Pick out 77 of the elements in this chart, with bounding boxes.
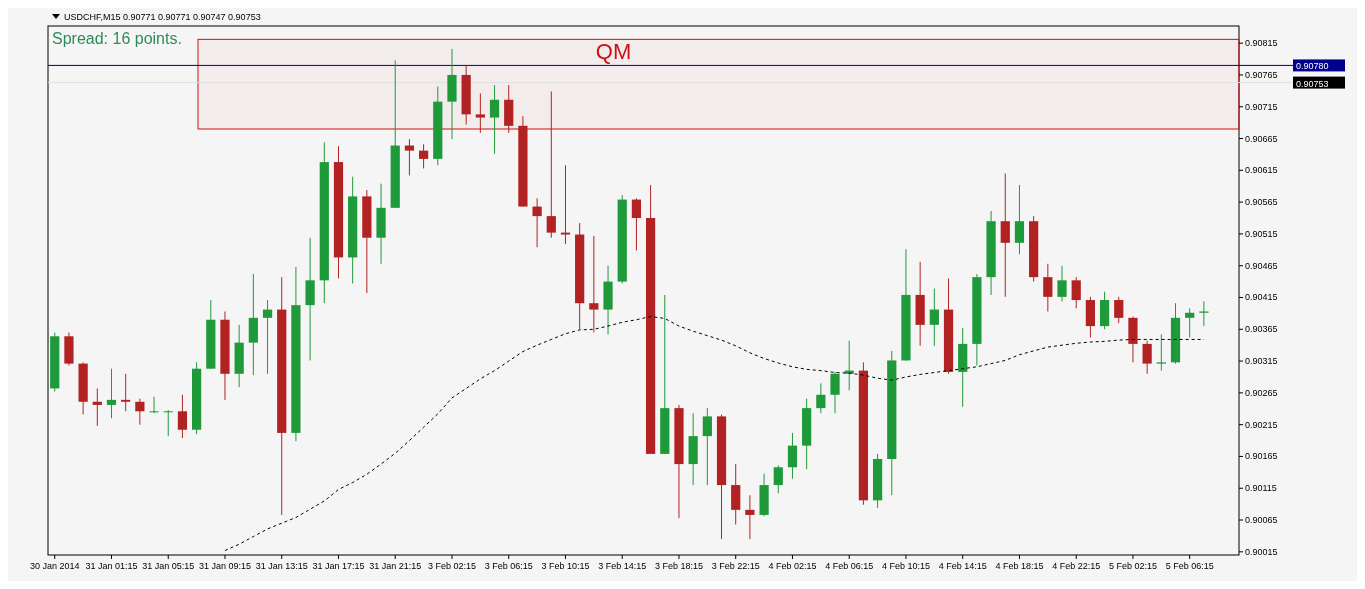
candlestick <box>404 138 415 176</box>
x-tick-label: 4 Feb 14:15 <box>938 561 987 571</box>
x-tick-label: 3 Feb 22:15 <box>711 561 760 571</box>
candlestick <box>177 394 188 439</box>
x-tick-label: 3 Feb 10:15 <box>541 561 590 571</box>
ref-line-label: 0.90780 <box>1296 61 1329 72</box>
x-tick-label: 4 Feb 06:15 <box>825 561 874 571</box>
candlestick <box>1000 173 1010 298</box>
candlestick <box>1043 263 1053 312</box>
candlestick <box>489 84 500 155</box>
x-tick-label: 31 Jan 21:15 <box>369 561 422 571</box>
candlestick <box>135 398 145 426</box>
x-tick-label: 3 Feb 06:15 <box>484 561 533 571</box>
x-tick-label: 5 Feb 02:15 <box>1108 561 1157 571</box>
candlestick <box>929 288 939 347</box>
candlestick <box>1199 300 1209 327</box>
candlestick <box>560 164 571 245</box>
band-label: QM <box>595 39 632 65</box>
candlestick <box>787 432 798 480</box>
candlestick <box>532 197 542 248</box>
ref-line-label: 0.90753 <box>1296 78 1329 89</box>
candlestick <box>702 407 712 486</box>
candlestick <box>106 368 117 419</box>
y-tick-label: 0.90565 <box>1245 197 1278 208</box>
candlestick <box>745 494 755 540</box>
y-tick-label: 0.90465 <box>1245 260 1278 271</box>
y-tick-label: 0.90815 <box>1245 38 1278 49</box>
candlestick <box>1071 276 1081 309</box>
y-tick-label: 0.90115 <box>1245 483 1277 494</box>
candlestick <box>1057 265 1067 302</box>
x-tick-label: 5 Feb 06:15 <box>1165 561 1214 571</box>
candlestick <box>1114 296 1124 324</box>
candlestick <box>149 396 159 414</box>
candlestick <box>163 409 173 437</box>
candlestick <box>418 143 429 169</box>
x-tick-label: 31 Jan 17:15 <box>312 561 365 571</box>
x-tick-label: 31 Jan 01:15 <box>85 561 138 571</box>
y-tick-label: 0.90615 <box>1245 165 1278 176</box>
candlestick <box>1142 340 1152 375</box>
y-tick-label: 0.90515 <box>1245 228 1278 239</box>
x-tick-label: 4 Feb 18:15 <box>995 561 1044 571</box>
x-tick-label: 3 Feb 14:15 <box>598 561 647 571</box>
chart-title: USDCHF,M15 0.90771 0.90771 0.90747 0.90753 <box>64 12 261 22</box>
candlestick <box>546 90 556 239</box>
y-tick-label: 0.90765 <box>1245 69 1278 80</box>
y-tick-label: 0.90165 <box>1245 451 1278 462</box>
x-tick-label: 31 Jan 13:15 <box>255 561 308 571</box>
y-tick-label: 0.90215 <box>1245 419 1278 430</box>
candlestick <box>1185 307 1195 339</box>
candlestick <box>262 299 273 375</box>
y-tick-label: 0.90415 <box>1245 292 1278 303</box>
y-tick-label: 0.90065 <box>1245 515 1278 526</box>
x-tick-label: 31 Jan 05:15 <box>142 561 195 571</box>
x-tick-label: 3 Feb 02:15 <box>427 561 476 571</box>
y-tick-label: 0.90265 <box>1245 387 1278 398</box>
y-tick-label: 0.90315 <box>1245 356 1278 367</box>
candlestick <box>773 464 783 494</box>
annotation: Spread: 16 points. <box>52 30 182 47</box>
candlestick <box>475 92 485 134</box>
x-tick-label: 3 Feb 18:15 <box>654 561 703 571</box>
candlestick <box>1014 184 1025 255</box>
candlestick <box>589 235 599 333</box>
candlestick <box>1156 333 1166 372</box>
candlestick <box>631 197 642 251</box>
candlestick <box>816 382 826 414</box>
candlestick <box>121 373 131 412</box>
y-tick-label: 0.90015 <box>1245 546 1278 557</box>
y-tick-label: 0.90665 <box>1245 133 1278 144</box>
x-tick-label: 4 Feb 10:15 <box>881 561 930 571</box>
x-tick-label: 4 Feb 22:15 <box>1052 561 1101 571</box>
candlestick <box>92 387 102 427</box>
y-tick-label: 0.90365 <box>1245 324 1278 335</box>
y-tick-label: 0.90715 <box>1245 101 1278 112</box>
x-tick-label: 31 Jan 09:15 <box>198 561 252 571</box>
x-tick-label: 30 Jan 2014 <box>29 561 80 571</box>
x-tick-label: 4 Feb 02:15 <box>768 561 817 571</box>
candlestick <box>830 371 840 414</box>
